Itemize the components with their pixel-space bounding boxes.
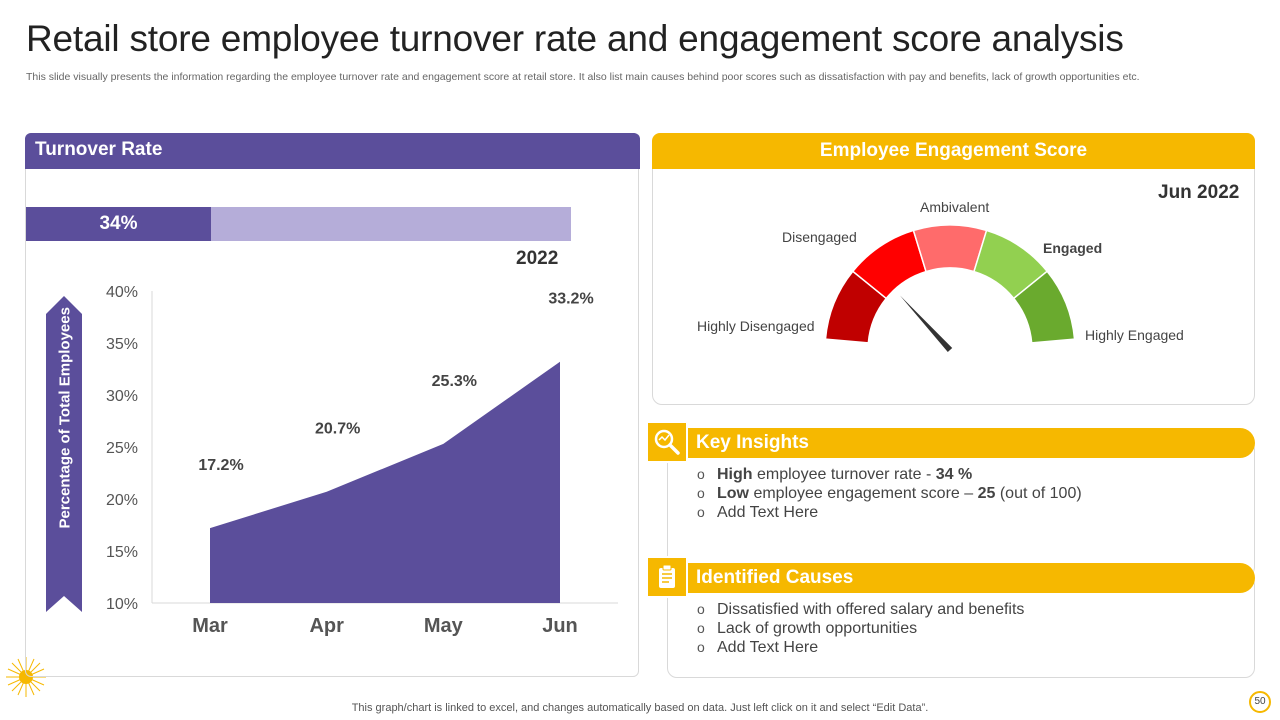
- insight-item: o Add Text Here: [697, 504, 819, 521]
- causes-header-bar: [666, 563, 1255, 593]
- data-label: 33.2%: [548, 291, 593, 308]
- x-tick-label: Mar: [192, 615, 228, 637]
- gauge-label-highly-disengaged: Highly Disengaged: [697, 318, 815, 334]
- turnover-year: 2022: [516, 248, 559, 269]
- gauge-label-ambivalent: Ambivalent: [920, 199, 990, 215]
- y-tick-label: 25%: [106, 440, 138, 457]
- y-tick-label: 40%: [106, 284, 138, 301]
- insight-item: o High employee turnover rate - 34 %: [697, 466, 973, 483]
- insights-header-label: Key Insights: [696, 432, 809, 453]
- insights-icon-box: [646, 421, 688, 463]
- causes-icon-box: [646, 556, 688, 598]
- engagement-date: Jun 2022: [1158, 182, 1240, 203]
- y-tick-label: 20%: [106, 492, 138, 509]
- turnover-area: [210, 361, 560, 603]
- causes-header-label: Identified Causes: [696, 567, 854, 588]
- engagement-header: [652, 133, 1255, 169]
- engagement-gauge: [824, 224, 1076, 353]
- clipboard-icon: [659, 564, 675, 588]
- data-label: 17.2%: [198, 457, 243, 474]
- page-title: Retail store employee turnover rate and …: [26, 18, 1124, 59]
- magnifier-chart-icon: [654, 429, 680, 455]
- page-number: 50: [1249, 691, 1271, 713]
- insight-item: o Low employee engagement score – 25 (out…: [697, 485, 1082, 502]
- y-tick-label: 30%: [106, 388, 138, 405]
- turnover-header: [25, 133, 640, 169]
- x-tick-label: May: [424, 615, 464, 637]
- cause-item: o Add Text Here: [697, 639, 819, 656]
- insights-list: o High employee turnover rate - 34 % o Low…: [697, 465, 1082, 522]
- gauge-label-engaged: Engaged: [1043, 240, 1103, 256]
- engagement-header-label: Employee Engagement Score: [819, 140, 1088, 161]
- x-tick-label: Apr: [309, 615, 344, 637]
- data-label: 25.3%: [432, 373, 477, 390]
- gauge-label-disengaged: Disengaged: [782, 229, 857, 245]
- turnover-bar-label: 34%: [99, 213, 138, 234]
- insights-header-bar: [666, 428, 1255, 458]
- causes-list: o Dissatisfied with offered salary and be…: [697, 600, 1024, 657]
- y-axis-label: Percentage of Total Employees: [56, 307, 74, 529]
- y-tick-label: 35%: [106, 336, 138, 353]
- turnover-header-label: Turnover Rate: [35, 139, 163, 160]
- gauge-label-highly-engaged: Highly Engaged: [1085, 327, 1184, 343]
- y-tick-label: 10%: [106, 596, 138, 613]
- y-tick-label: 15%: [106, 544, 138, 561]
- cause-item: o Dissatisfied with offered salary and be…: [697, 601, 1025, 618]
- data-label: 20.7%: [315, 421, 360, 438]
- page-subtitle: This slide visually presents the informa…: [26, 71, 1140, 83]
- x-tick-label: Jun: [542, 615, 578, 637]
- footer-note: This graph/chart is linked to excel, and…: [351, 702, 929, 714]
- turnover-bar-fill: [26, 207, 212, 241]
- gauge-needle: [900, 295, 953, 353]
- gauge-segment: [1012, 270, 1076, 344]
- turnover-area-chart: 10% 15% 20% 25% 30% 35% 40% Mar Apr May Jun 17.2% 2…: [46, 284, 618, 637]
- cause-item: o Lack of growth opportunities: [697, 620, 918, 637]
- ylabel-ribbon: [46, 296, 82, 612]
